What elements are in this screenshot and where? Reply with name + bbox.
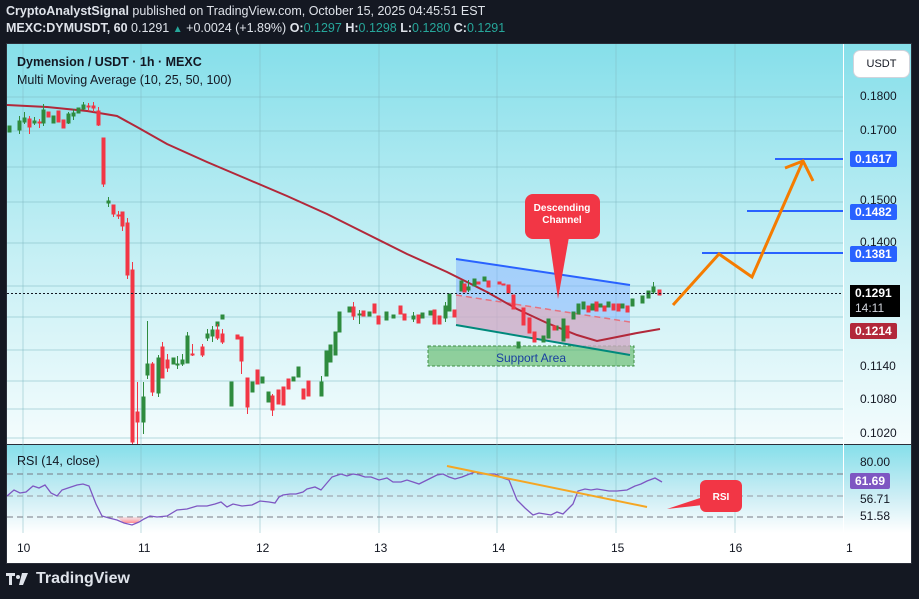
price-tick: 0.1080 <box>860 392 897 406</box>
tradingview-brand: TradingView <box>36 570 130 587</box>
price-tick: 0.1140 <box>860 359 896 373</box>
publisher-name[interactable]: CryptoAnalystSignal <box>6 4 129 18</box>
rsi-pane <box>7 445 911 533</box>
rsi-callout-text: RSI <box>713 492 730 503</box>
rsi-callout: RSI <box>667 480 742 512</box>
high-value: 0.1298 <box>358 21 397 35</box>
moving-average-line <box>7 104 661 343</box>
open-value: 0.1297 <box>303 21 342 35</box>
tradingview-logo-icon <box>6 573 28 585</box>
chart-canvas[interactable]: Descending Channel Support Area RSI <box>7 44 912 564</box>
price-tick: 0.1800 <box>860 89 897 103</box>
price-tick: 0.1500 <box>860 193 897 207</box>
currency-button[interactable]: USDT <box>854 51 909 77</box>
chart-frame: Descending Channel Support Area RSI Dyme… <box>6 43 912 564</box>
open-label: O: <box>289 21 304 35</box>
up-arrow-icon: ▲ <box>172 24 183 35</box>
publication-header: CryptoAnalystSignal published on Trading… <box>6 3 505 38</box>
time-tick: 15 <box>611 541 625 555</box>
tradingview-logo[interactable]: TradingView <box>6 570 130 588</box>
low-label: L: <box>400 21 413 35</box>
target2-price-tag: 0.1482 <box>850 204 897 220</box>
indicator-title[interactable]: Multi Moving Average (10, 25, 50, 100) <box>17 73 232 87</box>
time-tick: 10 <box>17 541 31 555</box>
symbol-title[interactable]: Dymension / USDT · 1h · MEXC <box>17 55 202 69</box>
price-change: +0.0024 (+1.89%) <box>186 21 287 35</box>
symbol-label: MEXC:DYMUSDT, 60 <box>6 21 128 35</box>
target1-price-tag: 0.1381 <box>850 246 897 262</box>
published-text: published on TradingView.com, October 15… <box>132 4 486 18</box>
current-price-tag: 0.1291 14:11 <box>850 285 900 317</box>
time-tick: 1 <box>846 541 853 555</box>
target3-price-tag: 0.1617 <box>850 151 897 167</box>
rsi-current-tag: 61.69 <box>850 473 891 489</box>
rsi-lower-tick: 51.58 <box>860 509 891 523</box>
rsi-line <box>7 471 663 526</box>
time-axis-area <box>7 533 911 563</box>
descending-channel-callout: Descending Channel <box>525 194 600 299</box>
channel-upper-line <box>455 258 631 286</box>
rsi-ma-tick: 56.71 <box>860 492 891 506</box>
price-tick: 0.1700 <box>860 123 897 137</box>
channel-lower-fill <box>456 295 630 355</box>
time-tick: 14 <box>492 541 506 555</box>
support-area-label: Support Area <box>496 351 566 365</box>
low-value: 0.1280 <box>412 21 451 35</box>
candles <box>7 102 662 444</box>
rsi-oversold-fill <box>117 517 143 523</box>
projection-arrow <box>671 160 805 307</box>
price-tick: 0.1400 <box>860 235 897 249</box>
bar-countdown: 14:11 <box>855 301 885 315</box>
main-pane <box>7 44 911 444</box>
rsi-title[interactable]: RSI (14, close) <box>17 454 100 468</box>
rsi-trendline <box>446 465 648 508</box>
high-label: H: <box>345 21 359 35</box>
callout-text-line2: Channel <box>542 215 582 226</box>
chart-legend: Dymension / USDT · 1h · MEXC Multi Movin… <box>17 53 231 89</box>
close-value: 0.1291 <box>466 21 506 35</box>
ma-price-tag: 0.1214 <box>850 323 897 339</box>
last-price: 0.1291 <box>131 21 170 35</box>
close-label: C: <box>453 21 467 35</box>
time-tick: 16 <box>729 541 743 555</box>
callout-text-line1: Descending <box>534 203 591 214</box>
time-tick: 13 <box>374 541 388 555</box>
time-tick: 12 <box>256 541 270 555</box>
rsi-upper-tick: 80.00 <box>860 455 891 469</box>
support-area-box <box>427 345 635 367</box>
current-price-value: 0.1291 <box>855 286 892 300</box>
time-tick: 11 <box>138 541 151 555</box>
price-tick: 0.1020 <box>860 426 897 440</box>
